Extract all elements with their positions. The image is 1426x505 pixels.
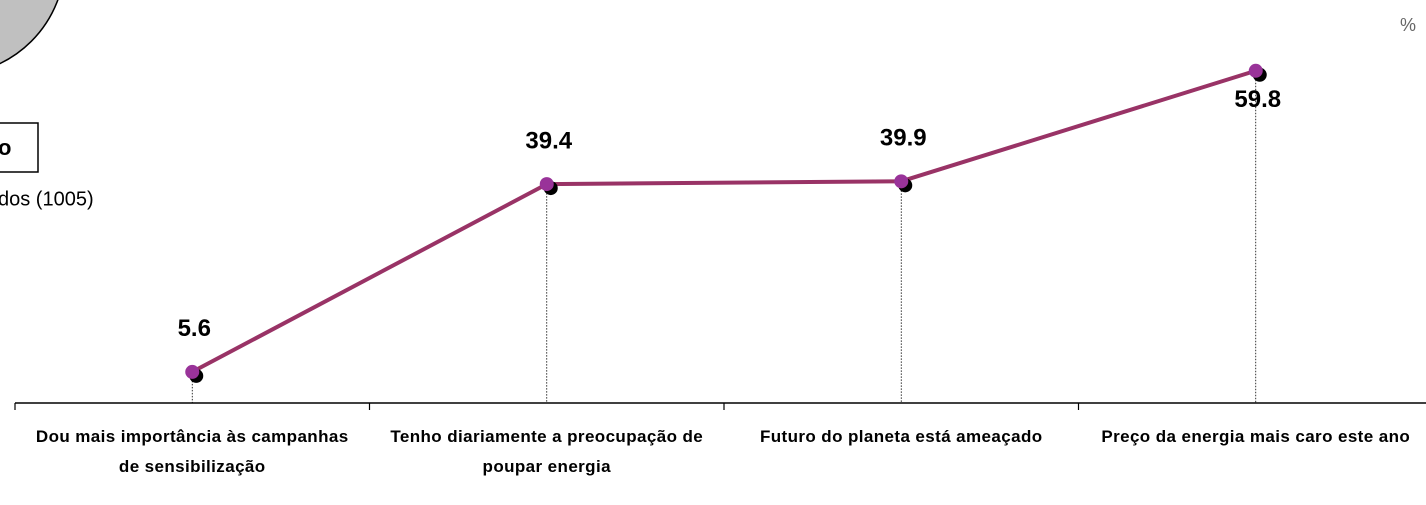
marker [185,364,200,379]
x-tick-label: Dou mais importância às campanhas de sen… [35,427,349,476]
marker [894,174,909,189]
data-label: 5.6 [178,315,211,342]
marker [1248,63,1263,78]
annotation: o [0,135,11,160]
legend-box [0,122,39,173]
series-line [191,68,1257,374]
data-label: 59.8 [1234,86,1281,113]
x-tick-label: Tenho diariamente a preocupação de poupa… [390,427,704,476]
decor-circle [0,0,59,65]
annotation: % [1400,15,1416,35]
x-tick-label: Futuro do planeta está ameaçado [759,427,1043,446]
x-tick-label: Preço da energia mais caro este ano [1101,427,1411,446]
data-label: 39.9 [880,125,927,152]
data-label: 39.4 [525,127,572,154]
annotation: dos (1005) [0,188,94,210]
marker [539,177,554,192]
